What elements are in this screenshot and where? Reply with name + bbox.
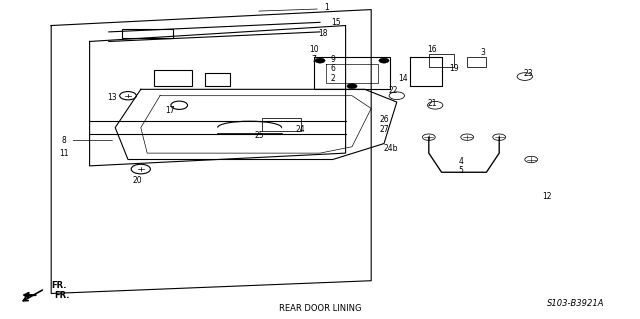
Bar bbox=[122, 29, 173, 38]
Text: 27: 27 bbox=[379, 125, 389, 134]
Text: 20: 20 bbox=[132, 176, 143, 185]
Text: 23: 23 bbox=[523, 69, 533, 78]
Text: 22: 22 bbox=[389, 86, 398, 95]
Text: 16: 16 bbox=[427, 45, 437, 54]
Text: 26: 26 bbox=[379, 115, 389, 124]
Text: 18: 18 bbox=[319, 29, 328, 38]
Text: 15: 15 bbox=[331, 18, 341, 27]
Text: 6: 6 bbox=[330, 64, 335, 73]
Text: 10: 10 bbox=[308, 45, 319, 54]
Text: 4: 4 bbox=[458, 157, 463, 166]
Bar bbox=[205, 73, 230, 86]
Bar bbox=[262, 118, 301, 131]
Text: 17: 17 bbox=[164, 106, 175, 115]
Text: S103-B3921A: S103-B3921A bbox=[547, 299, 605, 308]
Text: 24: 24 bbox=[296, 125, 306, 134]
Bar bbox=[429, 54, 454, 67]
Text: 2: 2 bbox=[330, 74, 335, 83]
Text: 1: 1 bbox=[324, 4, 329, 12]
Text: 14: 14 bbox=[398, 74, 408, 83]
Text: REAR DOOR LINING: REAR DOOR LINING bbox=[279, 304, 361, 313]
Text: 9: 9 bbox=[330, 55, 335, 63]
Circle shape bbox=[315, 58, 325, 63]
Bar bbox=[154, 70, 192, 86]
Text: 7: 7 bbox=[311, 55, 316, 63]
Bar bbox=[467, 57, 486, 67]
Text: 25: 25 bbox=[254, 131, 264, 140]
Text: 12: 12 bbox=[543, 192, 552, 201]
Text: 5: 5 bbox=[458, 166, 463, 175]
Text: 11: 11 bbox=[60, 149, 68, 158]
Text: 24b: 24b bbox=[383, 144, 397, 153]
Circle shape bbox=[379, 58, 389, 63]
Text: FR.: FR. bbox=[54, 291, 70, 300]
Text: 8: 8 bbox=[61, 136, 67, 145]
Text: 21: 21 bbox=[428, 99, 436, 108]
Text: 19: 19 bbox=[449, 64, 460, 73]
Circle shape bbox=[347, 84, 357, 89]
Text: FR.: FR. bbox=[51, 281, 67, 290]
Text: 13: 13 bbox=[107, 93, 117, 102]
Text: 3: 3 bbox=[481, 48, 486, 57]
